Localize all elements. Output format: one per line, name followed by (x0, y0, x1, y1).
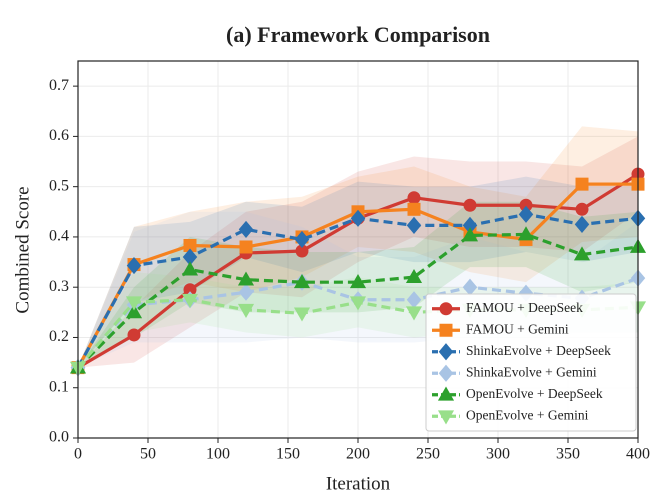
marker (349, 296, 367, 311)
marker (518, 205, 534, 223)
legend-label: OpenEvolve + DeepSeek (466, 386, 603, 401)
y-tick-label: 0.2 (49, 328, 69, 345)
x-tick-label: 50 (140, 446, 156, 463)
x-axis-label: Iteration (326, 473, 391, 494)
series-line (76, 232, 639, 369)
marker (125, 296, 143, 311)
x-tick-label: 400 (626, 446, 650, 463)
x-tick-label: 200 (346, 446, 370, 463)
marker (238, 283, 254, 301)
y-tick-label: 0.6 (49, 127, 69, 144)
y-tick-label: 0.7 (49, 77, 69, 94)
marker (349, 273, 367, 289)
marker (405, 268, 423, 284)
marker (181, 293, 199, 308)
marker (461, 227, 479, 242)
y-tick-label: 0.3 (49, 278, 69, 295)
x-tick-label: 300 (486, 446, 510, 463)
marker (293, 307, 311, 322)
legend-marker (437, 386, 455, 401)
marker (405, 306, 423, 321)
y-tick-label: 0.5 (49, 177, 69, 194)
marker (294, 230, 310, 249)
marker (463, 198, 477, 212)
marker (406, 216, 422, 234)
confidence-band (78, 136, 638, 368)
marker (239, 240, 253, 254)
legend-marker (438, 364, 454, 382)
marker (407, 191, 421, 205)
x-tick-label: 150 (276, 446, 300, 463)
legend-label: FAMOU + Gemini (466, 321, 569, 336)
marker (238, 220, 254, 238)
marker (574, 215, 590, 233)
marker (573, 246, 591, 261)
legend-label: ShinkaEvolve + DeepSeek (466, 343, 611, 358)
legend-marker (438, 343, 454, 361)
marker (407, 202, 421, 216)
y-tick-label: 0.1 (49, 378, 69, 395)
plot-frame (77, 60, 639, 439)
confidence-band (78, 176, 638, 368)
marker (181, 261, 199, 276)
marker (517, 226, 535, 241)
legend: FAMOU + DeepSeek FAMOU + Gemini ShinkaEvol… (425, 293, 637, 432)
legend-label: OpenEvolve + Gemini (466, 407, 589, 422)
chart-title: (a) Framework Comparison (226, 22, 490, 47)
x-tick-label: 250 (416, 446, 440, 463)
marker (126, 257, 142, 275)
legend-marker (437, 410, 455, 425)
marker (293, 273, 311, 289)
legend-label: ShinkaEvolve + Gemini (466, 364, 597, 379)
x-tick-label: 100 (206, 446, 230, 463)
marker (125, 304, 143, 319)
marker (350, 209, 366, 227)
y-tick-label: 0.0 (49, 429, 69, 446)
legend-box (425, 293, 637, 432)
marker (237, 271, 255, 286)
marker (575, 202, 589, 216)
marker (237, 303, 255, 319)
confidence-band (78, 126, 638, 368)
x-tick-label: 0 (74, 446, 82, 463)
y-tick-label: 0.4 (49, 228, 69, 245)
legend-label: FAMOU + DeepSeek (466, 300, 583, 315)
y-axis-label: Combined Score (12, 186, 33, 313)
marker (575, 177, 589, 191)
legend-marker (439, 323, 453, 337)
legend-marker (439, 302, 453, 316)
marker (127, 328, 141, 342)
x-tick-label: 350 (556, 446, 580, 463)
